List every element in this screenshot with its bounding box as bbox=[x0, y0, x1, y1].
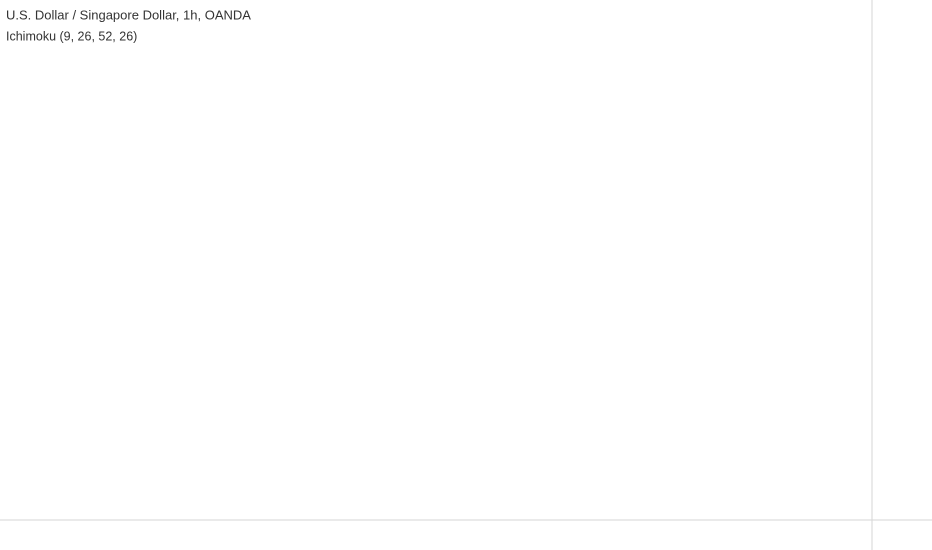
chart-title: U.S. Dollar / Singapore Dollar, 1h, OAND… bbox=[6, 7, 251, 22]
indicator-label: Ichimoku (9, 26, 52, 26) bbox=[6, 29, 137, 43]
